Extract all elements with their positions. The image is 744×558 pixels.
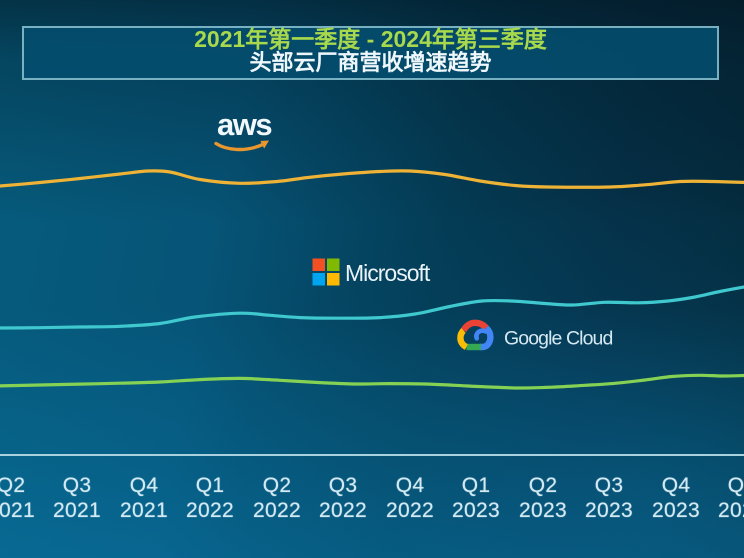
- svg-text:Google Cloud: Google Cloud: [504, 328, 613, 350]
- svg-text:aws: aws: [217, 107, 271, 142]
- svg-text:Microsoft: Microsoft: [345, 260, 431, 286]
